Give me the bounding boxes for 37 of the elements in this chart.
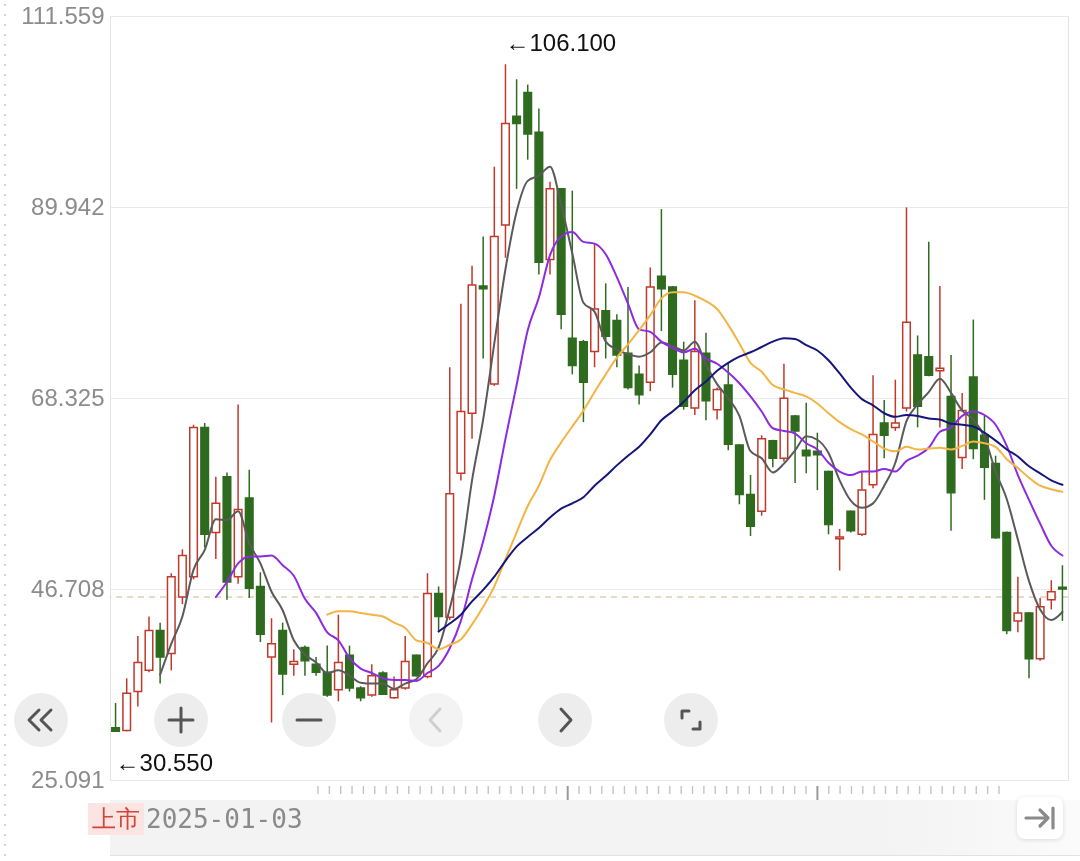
- candlestick: [812, 431, 822, 491]
- candlestick: [790, 414, 800, 484]
- candlestick: [266, 617, 277, 724]
- candlestick: [656, 208, 666, 332]
- candlestick: [634, 364, 644, 406]
- candlestick: [478, 235, 488, 360]
- candlestick: [801, 401, 811, 475]
- candlestick: [367, 663, 377, 698]
- candlestick: [935, 285, 945, 429]
- candlestick: [311, 656, 321, 677]
- candlestick: [835, 528, 845, 572]
- candlestick: [512, 78, 522, 190]
- candlestick: [1057, 564, 1067, 622]
- candlestick: [924, 241, 934, 377]
- y-tick-label: 68.325: [31, 383, 105, 411]
- y-tick-label: 46.708: [31, 574, 105, 602]
- annotation: ←30.550: [115, 748, 213, 776]
- candlestick: [389, 675, 399, 700]
- y-tick-label: 25.091: [31, 765, 105, 793]
- candlestick: [322, 644, 332, 698]
- candlestick: [712, 386, 722, 421]
- y-tick-label: 89.942: [31, 192, 105, 220]
- line-series: [326, 291, 1064, 651]
- candlestick: [879, 399, 889, 460]
- candlestick: [768, 439, 778, 468]
- candlestick: [289, 648, 299, 677]
- candlestick: [1046, 579, 1056, 611]
- candlestick: [111, 702, 121, 733]
- text: 上市: [88, 803, 144, 835]
- candlestick: [411, 653, 421, 678]
- candlestick: [846, 509, 856, 534]
- candlestick: [1013, 575, 1023, 634]
- text: 2025-01-03: [146, 803, 303, 835]
- annotation: ←106.100: [505, 29, 617, 57]
- candlestick: [890, 378, 900, 432]
- y-tick-label: 111.559: [21, 1, 105, 29]
- line-series: [437, 337, 1064, 633]
